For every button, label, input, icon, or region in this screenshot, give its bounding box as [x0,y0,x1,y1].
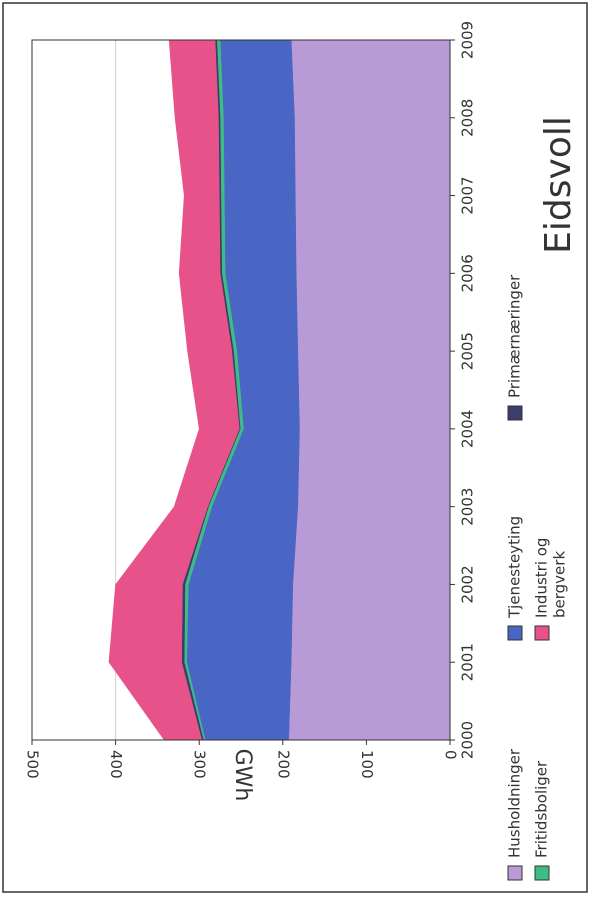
legend-label: Industri og [533,538,551,618]
legend: Husholdninger Fritidsboliger Tjenesteyting… [506,274,569,881]
y-tick-label: 400 [107,750,125,779]
x-tick-label: 2009 [459,21,477,59]
legend-label: Primærnæringer [506,274,524,398]
x-tick-label: 2000 [459,721,477,759]
x-tick-label: 2005 [459,332,477,370]
legend-swatch [507,405,523,421]
x-tick-label: 2001 [459,643,477,681]
area-husholdninger [288,39,451,741]
area-series [108,39,451,741]
y-tick-labels: 0 100 200 300 400 500 [24,740,460,779]
x-tick-label: 2007 [459,176,477,214]
y-tick-label: 500 [24,750,42,779]
y-tick-label: 300 [191,750,209,779]
y-axis-label: GWh [230,749,255,802]
legend-swatch [507,625,523,641]
x-tick-label: 2004 [459,410,477,448]
plot-border [31,39,451,741]
legend-swatch [507,865,523,881]
y-tick-label: 0 [442,750,460,760]
chart-title: Eidsvoll [538,116,579,254]
x-tick-label: 2006 [459,254,477,292]
legend-label: bergverk [551,551,569,618]
legend-label: Fritidsboliger [533,760,551,858]
legend-swatch [534,625,550,641]
legend-label: Husholdninger [506,748,524,858]
y-tick-label: 200 [274,750,292,779]
x-tick-label: 2008 [459,99,477,137]
legend-swatch [534,865,550,881]
x-tick-label: 2002 [459,565,477,603]
legend-label: Tjenesteyting [506,516,524,619]
x-tick-label: 2003 [459,488,477,526]
y-tick-label: 100 [358,750,376,779]
x-tick-labels: 2000 2001 2002 2003 2004 2005 2006 2007 2008 2009 [450,21,477,759]
